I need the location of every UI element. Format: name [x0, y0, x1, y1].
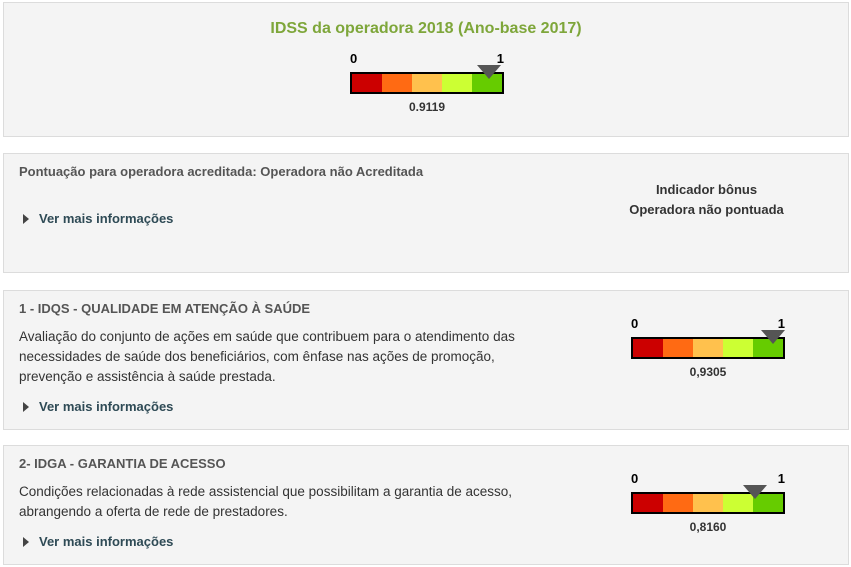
section-description: Condições relacionadas à rede assistenci…: [19, 482, 579, 522]
gauge-segment-4: [442, 74, 472, 92]
idqs-gauge: 0 1 0,9305: [631, 316, 785, 379]
gauge-segment-2: [663, 339, 693, 357]
gauge-min-label: 0: [350, 51, 358, 66]
caret-right-icon: [23, 401, 29, 412]
gauge-value: 0,8160: [689, 520, 727, 534]
section-title: 2- IDGA - GARANTIA DE ACESSO: [19, 456, 226, 471]
gauge-max-label: 1: [777, 471, 785, 486]
more-info-label: Ver mais informações: [39, 399, 174, 414]
idss-gauge: 0 1 0.9119: [350, 51, 504, 114]
gauge-segment-2: [382, 74, 412, 92]
page-title: IDSS da operadora 2018 (Ano-base 2017): [270, 20, 582, 37]
more-info-link[interactable]: Ver mais informações: [23, 399, 173, 414]
gauge-marker-icon: [743, 485, 768, 499]
gauge-min-label: 0: [631, 316, 639, 331]
gauge-segment-3: [693, 494, 723, 512]
more-info-label: Ver mais informações: [39, 211, 174, 226]
description-line: abrangendo a oferta de rede de prestador…: [19, 504, 288, 519]
bonus-title: Indicador bônus: [655, 182, 758, 197]
gauge-segment-3: [693, 339, 723, 357]
idqs-panel: 1 - IDQS - QUALIDADE EM ATENÇÃO À SAÚDE …: [3, 290, 849, 430]
caret-right-icon: [23, 536, 29, 547]
bonus-indicator: Indicador bônus Operadora não pontuada: [564, 180, 849, 220]
idss-summary-panel: IDSS da operadora 2018 (Ano-base 2017) 0…: [3, 2, 849, 137]
description-line: Condições relacionadas à rede assistenci…: [19, 484, 513, 499]
gauge-value: 0.9119: [408, 100, 446, 114]
gauge-segment-1: [352, 74, 382, 92]
gauge-segment-1: [633, 494, 663, 512]
more-info-link[interactable]: Ver mais informações: [23, 534, 173, 549]
gauge-segment-3: [412, 74, 442, 92]
idga-gauge: 0 1 0,8160: [631, 471, 785, 534]
description-line: Avaliação do conjunto de ações em saúde …: [19, 329, 515, 344]
gauge-segment-1: [633, 339, 663, 357]
idga-panel: 2- IDGA - GARANTIA DE ACESSO Condições r…: [3, 445, 849, 565]
gauge-value: 0,9305: [689, 365, 727, 379]
gauge-min-label: 0: [631, 471, 639, 486]
more-info-link[interactable]: Ver mais informações: [23, 211, 173, 226]
description-line: prevenção e assistência à saúde prestada…: [19, 369, 276, 384]
caret-right-icon: [23, 213, 29, 224]
gauge-segment-2: [663, 494, 693, 512]
more-info-label: Ver mais informações: [39, 534, 174, 549]
accreditation-panel: Pontuação para operadora acreditada: Ope…: [3, 153, 849, 273]
section-description: Avaliação do conjunto de ações em saúde …: [19, 327, 579, 387]
bonus-status: Operadora não pontuada: [629, 202, 784, 217]
gauge-segment-4: [723, 339, 753, 357]
gauge-bar: [631, 337, 785, 359]
gauge-max-label: 1: [496, 51, 504, 66]
description-line: necessidades de saúde dos beneficiários,…: [19, 349, 495, 364]
gauge-marker-icon: [476, 65, 501, 79]
gauge-marker-icon: [760, 330, 785, 344]
section-title: 1 - IDQS - QUALIDADE EM ATENÇÃO À SAÚDE: [19, 301, 311, 316]
gauge-max-label: 1: [777, 316, 785, 331]
accreditation-status: Pontuação para operadora acreditada: Ope…: [19, 164, 424, 179]
